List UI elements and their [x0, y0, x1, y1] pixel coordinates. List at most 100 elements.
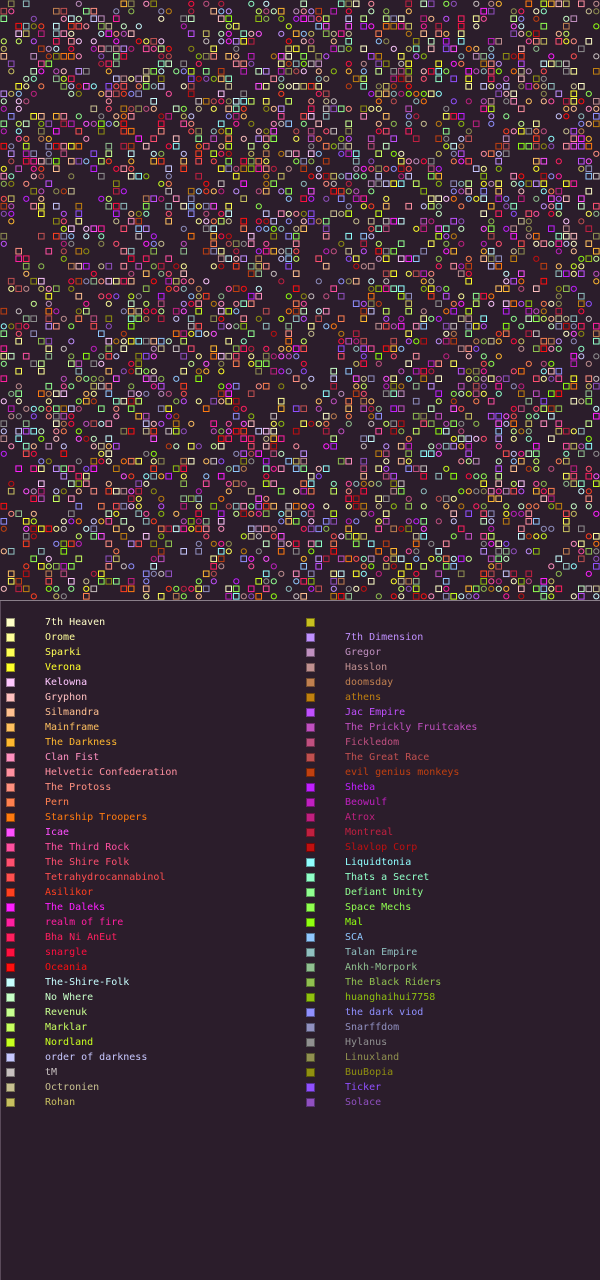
planet-marker[interactable] — [345, 585, 352, 592]
planet-marker[interactable] — [255, 502, 262, 510]
planet-marker[interactable] — [247, 270, 255, 277]
planet-marker[interactable] — [128, 473, 135, 480]
planet-marker[interactable] — [150, 465, 157, 472]
planet-marker[interactable] — [525, 98, 532, 105]
planet-marker[interactable] — [345, 525, 352, 533]
planet-marker[interactable] — [315, 278, 322, 285]
planet-marker[interactable] — [30, 427, 37, 435]
planet-marker[interactable] — [420, 217, 427, 225]
planet-marker[interactable] — [38, 120, 45, 127]
planet-marker[interactable] — [172, 465, 180, 472]
planet-marker[interactable] — [405, 585, 412, 592]
planet-marker[interactable] — [510, 210, 517, 217]
planet-marker[interactable] — [420, 270, 427, 277]
planet-marker[interactable] — [263, 15, 270, 22]
planet-marker[interactable] — [443, 330, 450, 337]
planet-marker[interactable] — [367, 540, 375, 548]
planet-marker[interactable] — [322, 22, 330, 30]
planet-marker[interactable] — [322, 157, 330, 165]
planet-marker[interactable] — [0, 98, 7, 105]
planet-marker[interactable] — [382, 225, 390, 232]
planet-marker[interactable] — [322, 105, 330, 113]
planet-marker[interactable] — [540, 360, 547, 367]
planet-marker[interactable] — [570, 248, 577, 255]
planet-marker[interactable] — [412, 135, 420, 142]
planet-marker[interactable] — [30, 443, 37, 450]
planet-marker[interactable] — [90, 518, 97, 525]
planet-marker[interactable] — [450, 593, 457, 600]
planet-marker[interactable] — [330, 382, 337, 390]
planet-marker[interactable] — [195, 75, 202, 82]
planet-marker[interactable] — [510, 180, 517, 187]
planet-marker[interactable] — [300, 60, 307, 67]
planet-marker[interactable] — [150, 38, 157, 45]
planet-marker[interactable] — [255, 495, 262, 502]
planet-marker[interactable] — [45, 570, 53, 578]
planet-marker[interactable] — [465, 195, 472, 202]
planet-marker[interactable] — [443, 248, 450, 255]
planet-marker[interactable] — [367, 180, 375, 187]
planet-marker[interactable] — [300, 180, 307, 187]
planet-marker[interactable] — [180, 247, 187, 255]
planet-marker[interactable] — [8, 8, 15, 15]
planet-marker[interactable] — [300, 555, 307, 562]
planet-marker[interactable] — [75, 142, 83, 150]
planet-marker[interactable] — [352, 375, 360, 382]
planet-marker[interactable] — [457, 315, 465, 322]
planet-marker[interactable] — [232, 172, 240, 180]
planet-marker[interactable] — [75, 22, 83, 30]
planet-marker[interactable] — [578, 218, 585, 225]
planet-marker[interactable] — [518, 180, 525, 187]
planet-marker[interactable] — [322, 172, 330, 180]
planet-marker[interactable] — [397, 68, 405, 75]
planet-marker[interactable] — [150, 278, 157, 285]
planet-marker[interactable] — [390, 563, 397, 570]
planet-marker[interactable] — [420, 337, 427, 345]
planet-marker[interactable] — [480, 548, 487, 555]
planet-marker[interactable] — [593, 278, 600, 285]
planet-marker[interactable] — [143, 210, 150, 217]
planet-marker[interactable] — [435, 390, 442, 397]
planet-marker[interactable] — [90, 15, 98, 22]
planet-marker[interactable] — [165, 413, 172, 420]
planet-marker[interactable] — [442, 322, 450, 330]
planet-marker[interactable] — [345, 68, 352, 75]
planet-marker[interactable] — [540, 143, 547, 150]
planet-marker[interactable] — [150, 240, 157, 247]
planet-marker[interactable] — [555, 585, 563, 593]
planet-marker[interactable] — [465, 330, 472, 337]
planet-marker[interactable] — [22, 262, 30, 270]
planet-marker[interactable] — [510, 128, 517, 135]
planet-marker[interactable] — [435, 548, 442, 555]
planet-marker[interactable] — [555, 60, 563, 68]
planet-marker[interactable] — [195, 510, 202, 517]
planet-marker[interactable] — [113, 30, 120, 37]
planet-marker[interactable] — [480, 518, 487, 525]
planet-marker[interactable] — [195, 157, 202, 165]
planet-marker[interactable] — [405, 158, 412, 165]
planet-marker[interactable] — [113, 75, 120, 83]
planet-marker[interactable] — [83, 158, 90, 165]
planet-marker[interactable] — [210, 75, 217, 82]
planet-marker[interactable] — [285, 165, 292, 172]
planet-marker[interactable] — [495, 338, 502, 345]
planet-marker[interactable] — [563, 450, 570, 457]
planet-marker[interactable] — [397, 578, 405, 585]
planet-marker[interactable] — [420, 518, 427, 525]
planet-marker[interactable] — [585, 225, 593, 232]
planet-marker[interactable] — [15, 247, 22, 255]
planet-marker[interactable] — [495, 60, 502, 67]
planet-marker[interactable] — [420, 465, 427, 472]
planet-marker[interactable] — [413, 338, 420, 345]
planet-marker[interactable] — [165, 277, 172, 285]
planet-marker[interactable] — [525, 428, 532, 435]
planet-marker[interactable] — [518, 278, 525, 285]
planet-marker[interactable] — [488, 113, 495, 120]
planet-marker[interactable] — [473, 45, 480, 52]
planet-marker[interactable] — [255, 15, 262, 22]
planet-marker[interactable] — [262, 510, 270, 517]
planet-marker[interactable] — [487, 60, 495, 68]
planet-marker[interactable] — [518, 480, 525, 487]
planet-marker[interactable] — [585, 187, 593, 195]
planet-marker[interactable] — [270, 217, 277, 225]
